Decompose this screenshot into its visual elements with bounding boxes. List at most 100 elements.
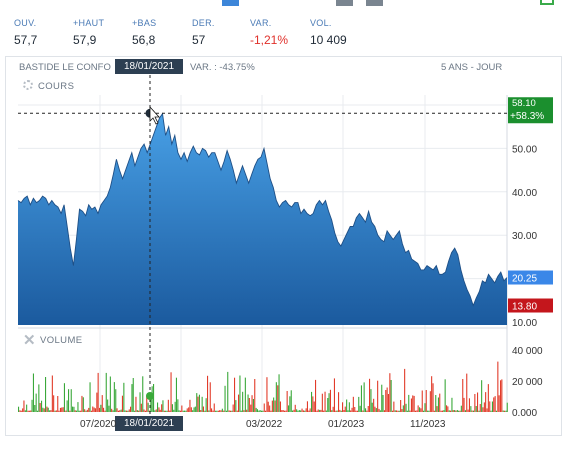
- volume-bar: [85, 410, 87, 412]
- quote-stats-bar: OUV. 57,7 +HAUT 57,9 +BAS 56,8 DER. 57 V…: [0, 0, 571, 52]
- volume-bar: [259, 410, 261, 412]
- volume-bar: [402, 405, 404, 412]
- volume-bar: [59, 407, 61, 412]
- volume-bar: [495, 410, 497, 412]
- volume-bar: [424, 403, 426, 412]
- volume-bar: [377, 380, 379, 412]
- volume-bar: [57, 396, 59, 412]
- volume-bar: [93, 407, 95, 412]
- volume-bar: [24, 410, 26, 412]
- volume-bar: [150, 394, 152, 412]
- volume-bar: [27, 410, 29, 412]
- volume-bar: [88, 407, 90, 412]
- volume-bar: [80, 410, 82, 412]
- volume-bar: [147, 402, 149, 412]
- volume-bar: [157, 402, 159, 412]
- volume-bar: [200, 410, 202, 412]
- volume-bar: [344, 406, 346, 412]
- volume-bar: [383, 410, 385, 412]
- volume-bar: [302, 410, 304, 412]
- volume-bar: [165, 410, 167, 412]
- volume-bar: [131, 384, 133, 412]
- period-selector[interactable]: 5 ANS - JOUR: [441, 62, 503, 73]
- volume-bar: [212, 410, 214, 412]
- volume-bar: [370, 389, 372, 412]
- volume-bar: [185, 410, 187, 412]
- badge-text: +58.3%: [510, 111, 544, 122]
- volume-bar: [174, 401, 176, 412]
- volume-bar: [94, 408, 96, 412]
- volume-bar: [371, 402, 373, 412]
- volume-bar: [247, 394, 249, 412]
- volume-bar: [308, 410, 310, 412]
- volume-bar: [223, 410, 225, 412]
- volume-bar: [498, 395, 500, 412]
- corner-marker[interactable]: [540, 0, 554, 5]
- stat-last: DER. 57: [192, 18, 215, 47]
- volume-bar: [69, 410, 71, 412]
- volume-bar: [127, 410, 129, 412]
- volume-bar: [283, 410, 285, 412]
- volume-bar: [119, 410, 121, 412]
- volume-bar: [255, 407, 257, 412]
- tab-indicator[interactable]: [222, 0, 239, 6]
- volume-bar: [320, 409, 322, 412]
- volume-bar: [448, 410, 450, 412]
- mouse-cursor-icon: [149, 105, 160, 125]
- volume-bar: [374, 406, 376, 412]
- volume-bar: [28, 410, 30, 412]
- volume-bar: [47, 407, 49, 412]
- volume-bar: [54, 410, 56, 412]
- volume-bar: [105, 372, 107, 412]
- stat-value: 57,9: [73, 33, 97, 47]
- volume-bar: [394, 410, 396, 412]
- volume-bar: [490, 410, 492, 412]
- volume-bar: [100, 404, 102, 412]
- volume-bar: [225, 410, 227, 412]
- volume-bar: [201, 396, 203, 412]
- volume-bar: [432, 383, 434, 412]
- volume-bar: [319, 409, 321, 412]
- volume-bar: [89, 382, 91, 412]
- volume-bar: [292, 410, 294, 412]
- y-tick-label: 50.00: [512, 144, 537, 155]
- stat-value: 57: [192, 33, 206, 47]
- volume-bar: [19, 410, 21, 412]
- volume-bar: [153, 384, 155, 412]
- badge-text: 13.80: [512, 302, 537, 313]
- volume-bar: [107, 399, 109, 412]
- volume-bar: [360, 385, 362, 412]
- gear-icon[interactable]: [23, 80, 33, 90]
- volume-bar: [256, 409, 258, 412]
- price-line: [17, 112, 508, 307]
- close-icon[interactable]: ✕: [23, 332, 36, 349]
- volume-bar: [393, 401, 395, 412]
- volume-bar: [227, 371, 229, 412]
- volume-bar: [327, 398, 329, 412]
- volume-bar: [209, 382, 211, 412]
- volume-bar: [470, 406, 472, 412]
- volume-bar: [279, 401, 281, 412]
- volume-bar: [312, 396, 314, 412]
- tab-indicator-3[interactable]: [366, 0, 383, 6]
- volume-bar: [70, 389, 72, 412]
- volume-bar: [502, 410, 504, 412]
- volume-bar: [309, 408, 311, 412]
- x-tick-label: 07/2020: [80, 419, 117, 430]
- stat-label: +HAUT: [73, 18, 105, 28]
- price-area: [18, 113, 507, 325]
- volume-bar: [208, 410, 210, 412]
- stat-value: 56,8: [132, 33, 156, 47]
- volume-bar: [342, 402, 344, 412]
- volume-bar: [128, 409, 130, 412]
- stat-label: OUV.: [14, 18, 37, 28]
- volume-bar: [455, 410, 457, 412]
- volume-bar: [365, 408, 367, 412]
- volume-bar: [177, 399, 179, 412]
- volume-bar: [178, 410, 180, 412]
- volume-bar: [198, 394, 200, 412]
- tab-indicator-2[interactable]: [336, 0, 353, 6]
- volume-tick-label: 40 000: [512, 346, 543, 357]
- volume-bar: [231, 410, 233, 412]
